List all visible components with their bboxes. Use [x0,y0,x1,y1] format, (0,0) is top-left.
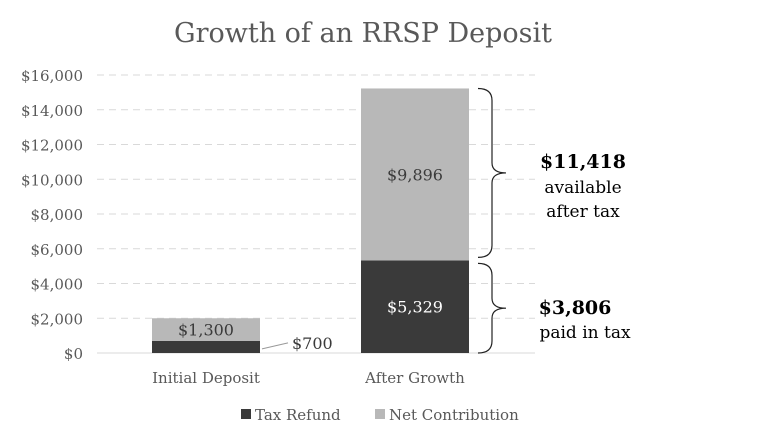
data-label-net-contribution: $9,896 [387,165,443,184]
y-tick-label: $12,000 [21,137,83,155]
y-axis: $0 $2,000 $4,000 $6,000 $8,000 $10,000 $12,000… [21,67,83,363]
y-tick-label: $4,000 [31,276,84,294]
legend-label: Tax Refund [255,406,341,424]
tax-line1: paid in tax [539,323,630,343]
tax-amount: $3,806 [539,297,612,319]
available-line2: after tax [546,202,620,222]
y-tick-label: $8,000 [31,206,84,224]
data-label-tax-refund: $700 [292,334,333,353]
chart-title: Growth of an RRSP Deposit [174,18,552,49]
bars: $1,300 $700 $9,896 $5,329 [152,88,469,353]
legend-label: Net Contribution [389,406,519,424]
bar-tax-refund [361,260,469,353]
available-line1: available [544,178,621,198]
data-label-tax-refund: $5,329 [387,298,443,317]
gridlines [97,74,535,354]
legend-swatch [241,409,251,419]
y-tick-label: $10,000 [21,171,83,189]
bar-tax-refund [152,340,260,353]
bar-net-contribution [152,318,260,341]
y-tick-label: $2,000 [31,310,84,328]
x-tick-label: Initial Deposit [152,369,260,387]
y-tick-label: $14,000 [21,102,83,120]
legend-swatch [375,409,385,419]
y-tick-label: $0 [64,345,83,363]
brace-tax [477,262,507,354]
x-axis: Initial Deposit After Growth [152,369,465,387]
y-tick-label: $16,000 [21,67,83,85]
data-label-net-contribution: $1,300 [178,321,234,340]
bar-net-contribution [361,88,469,261]
brace-available [477,87,507,259]
y-tick-label: $6,000 [31,241,84,259]
annotations: $11,418 available after tax $3,806 paid … [477,87,631,354]
available-amount: $11,418 [540,151,626,173]
legend: Tax Refund Net Contribution [241,406,519,424]
x-tick-label: After Growth [364,369,465,387]
leader-line [261,342,289,350]
